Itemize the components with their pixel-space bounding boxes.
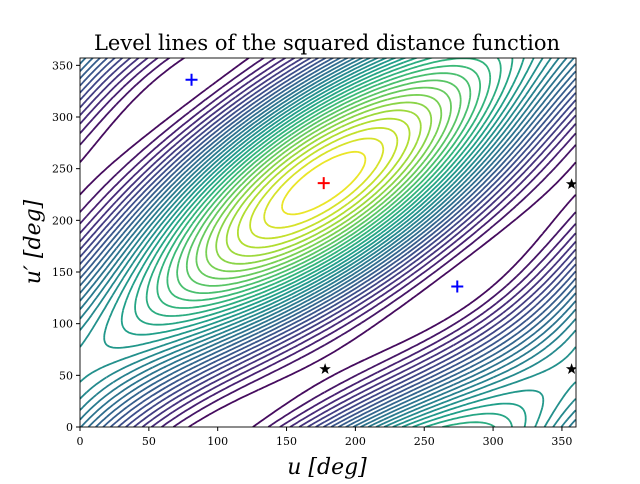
star-marker (565, 363, 576, 374)
y-tick-label: 0 (66, 421, 73, 434)
contour-level-line (249, 127, 399, 240)
contour-level-line (134, 58, 514, 427)
x-tick-label: 350 (551, 435, 572, 448)
chart-title: Level lines of the squared distance func… (94, 31, 560, 55)
x-tick-label: 0 (77, 435, 84, 448)
contour-level-line (205, 94, 443, 273)
contour-level-line (80, 58, 576, 427)
x-tick-label: 50 (142, 435, 156, 448)
y-tick-label: 200 (52, 214, 73, 227)
x-tick-label: 300 (483, 435, 504, 448)
contour-level-line (80, 58, 576, 427)
y-tick-label: 100 (52, 318, 73, 331)
y-axis-label: u′ [deg] (21, 199, 46, 284)
y-tick-label: 150 (52, 266, 73, 279)
contour-level-line (120, 58, 527, 427)
contour-level-line (176, 72, 472, 294)
star-marker (565, 178, 576, 189)
plus-marker (451, 280, 464, 293)
contour-level-line (80, 58, 576, 427)
contour-level-line (281, 150, 367, 216)
contour-lines (80, 58, 576, 427)
contour-level-line (166, 64, 481, 302)
contour-level-line (237, 117, 411, 249)
y-tick-label: 350 (52, 59, 73, 72)
plus-marker (185, 73, 198, 86)
contour-level-line (185, 79, 462, 287)
contour-level-line (80, 58, 576, 427)
contour-level-line (215, 101, 433, 265)
axis-ticks: 0 50 100 150 200 250 300 350 0 50 100 150 200 250 300 3… (52, 59, 572, 448)
y-tick-label: 300 (52, 111, 73, 124)
star-marker (319, 363, 331, 374)
contour-level-line (263, 137, 385, 229)
contour-level-line (80, 58, 576, 427)
contour-level-line (225, 109, 422, 257)
x-tick-label: 150 (276, 435, 297, 448)
markers (185, 73, 576, 374)
contour-level-line (145, 58, 502, 427)
y-tick-label: 50 (59, 369, 73, 382)
x-tick-label: 250 (414, 435, 435, 448)
contour-level-line (80, 58, 576, 427)
x-tick-label: 200 (345, 435, 366, 448)
contour-level-line (103, 58, 545, 427)
contour-level-line (156, 58, 492, 309)
x-tick-label: 100 (207, 435, 228, 448)
contour-level-line (195, 86, 452, 280)
x-axis-label: u [deg] (287, 455, 367, 480)
plus-marker (317, 177, 330, 190)
contour-level-line (80, 58, 576, 427)
y-tick-label: 250 (52, 163, 73, 176)
plot-frame (79, 57, 577, 428)
